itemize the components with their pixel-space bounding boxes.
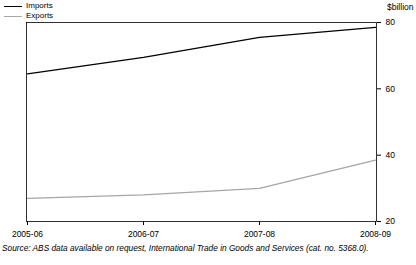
svg-text:20: 20 [386, 216, 396, 226]
svg-text:2007-08: 2007-08 [244, 229, 275, 239]
svg-text:2006-07: 2006-07 [128, 229, 159, 239]
svg-text:80: 80 [386, 17, 396, 27]
html-text:Source: ABS data available on: Source: ABS data available on request, I… [2, 243, 369, 253]
svg-text:2005-06: 2005-06 [12, 229, 43, 239]
svg-text:60: 60 [386, 84, 396, 94]
html-text:Exports: Exports [26, 11, 54, 20]
html-text:Imports: Imports [26, 1, 53, 10]
svg-text:2008-09: 2008-09 [360, 229, 391, 239]
svg-text:40: 40 [386, 150, 396, 160]
svg-text:$billion: $billion [387, 2, 414, 12]
